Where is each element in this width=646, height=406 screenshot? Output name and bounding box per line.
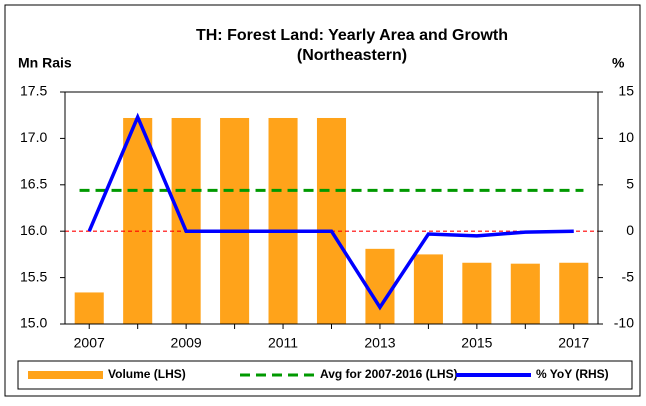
y2-tick-label: 0 (626, 222, 634, 238)
x-tick-label: 2011 (268, 335, 298, 351)
bar (365, 248, 395, 324)
y2-tick-label: -10 (614, 315, 634, 331)
y-tick-label: 15.5 (20, 268, 47, 284)
y-tick-label: 17.5 (20, 83, 47, 99)
chart-title: TH: Forest Land: Yearly Area and Growth (196, 27, 508, 44)
legend-swatch (28, 371, 103, 379)
y2-axis-label: % (612, 55, 625, 71)
chart-title: (Northeastern) (297, 47, 407, 64)
bar (510, 263, 540, 324)
bar (74, 292, 104, 324)
y-tick-label: 16.5 (20, 176, 47, 192)
y2-tick-label: 15 (618, 83, 634, 99)
bar (171, 117, 201, 324)
legend-label: % YoY (RHS) (536, 367, 609, 381)
legend-label: Volume (LHS) (108, 367, 186, 381)
yoy-line (87, 112, 574, 311)
x-tick-label: 2017 (558, 335, 589, 351)
y-tick-label: 15.0 (20, 315, 47, 331)
bar (462, 262, 492, 324)
y2-tick-label: 10 (618, 129, 634, 145)
x-tick-label: 2013 (364, 335, 395, 351)
x-tick-label: 2009 (171, 335, 202, 351)
legend-box (17, 360, 633, 390)
bar (220, 117, 250, 324)
bar (316, 117, 347, 324)
y2-tick-label: -5 (622, 268, 635, 284)
y-tick-label: 17.0 (20, 129, 47, 145)
bar (413, 254, 443, 324)
bar (123, 117, 153, 324)
bar (268, 117, 298, 324)
y-axis-label: Mn Rais (18, 55, 72, 71)
bar (559, 262, 589, 324)
y-tick-label: 16.0 (20, 222, 47, 238)
x-tick-label: 2015 (461, 335, 492, 351)
x-tick-label: 2007 (74, 335, 105, 351)
legend-label: Avg for 2007-2016 (LHS) (320, 367, 458, 381)
y2-tick-label: 5 (626, 176, 634, 192)
